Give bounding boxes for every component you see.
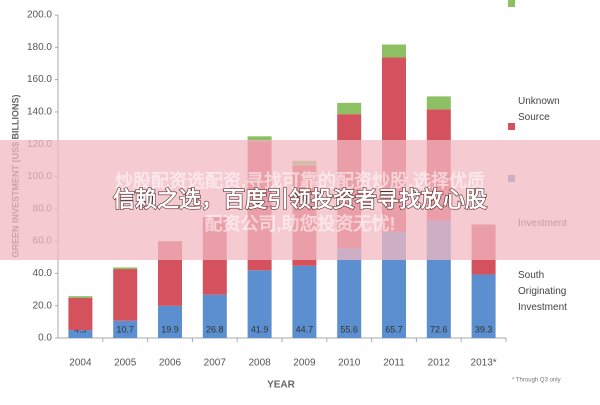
y-tick-label: 40.0 — [33, 268, 53, 279]
banner — [0, 140, 600, 260]
data-label: 39.3 — [475, 324, 493, 334]
x-tick-label: 2010 — [338, 358, 361, 369]
legend-swatch — [508, 123, 515, 130]
bar-segment — [382, 44, 406, 58]
x-tick-label: 2004 — [69, 358, 92, 369]
banner-headline: 信赖之选，百度引领投资者寻找放心股 — [113, 187, 487, 212]
y-tick-label: 140.0 — [27, 107, 52, 118]
data-label: 55.6 — [340, 324, 358, 334]
x-tick-label: 2006 — [159, 358, 182, 369]
y-tick-label: 160.0 — [27, 74, 52, 85]
data-label: 44.7 — [296, 324, 314, 334]
bar-segment — [68, 296, 93, 298]
data-label: 65.7 — [385, 324, 403, 334]
banner-faint-text: 炒股配资选配资,寻找可靠的配资炒股,选择优质 — [115, 170, 485, 191]
bar-segment — [68, 297, 93, 331]
data-label: 19.9 — [161, 324, 179, 334]
bar-segment — [113, 269, 138, 321]
data-label: 41.9 — [251, 324, 269, 334]
bar-segment — [471, 274, 496, 338]
x-tick-label: 2007 — [204, 358, 227, 369]
x-tick-label: 2011 — [383, 358, 405, 369]
y-tick-label: 0.0 — [38, 333, 52, 344]
bar-segment — [68, 330, 93, 338]
bar-segment — [113, 267, 138, 270]
y-tick-label: 180.0 — [27, 42, 52, 53]
legend-swatch — [508, 0, 515, 7]
bar-segment — [426, 96, 451, 110]
data-label: 26.8 — [206, 324, 224, 334]
x-tick-label: 2009 — [293, 358, 316, 369]
footnote: * Through Q3 only — [512, 378, 561, 384]
bar-segment — [158, 305, 182, 338]
bar-segment — [337, 102, 362, 115]
bar-segment — [337, 248, 362, 338]
x-tick-label: 2008 — [248, 358, 271, 369]
x-tick-label: 2012 — [428, 358, 451, 369]
bar-segment — [247, 270, 272, 338]
legend-label: South Originating Investment — [518, 270, 567, 313]
bar-segment — [292, 265, 317, 338]
banner-faint-text: 配资公司,助您投资无忧! — [205, 213, 396, 234]
x-axis-label: YEAR — [267, 380, 296, 391]
data-label: 72.6 — [430, 324, 448, 334]
y-tick-label: 20.0 — [33, 300, 53, 311]
bar-segment — [247, 136, 272, 142]
y-tick-label: 200.0 — [27, 10, 52, 21]
x-tick-label: 2013* — [471, 358, 497, 369]
legend-label: Unknown Source — [518, 96, 560, 123]
data-label: 10.7 — [116, 324, 134, 334]
x-tick-label: 2005 — [114, 358, 137, 369]
bar-segment — [202, 294, 227, 338]
bar-segment — [113, 320, 138, 338]
